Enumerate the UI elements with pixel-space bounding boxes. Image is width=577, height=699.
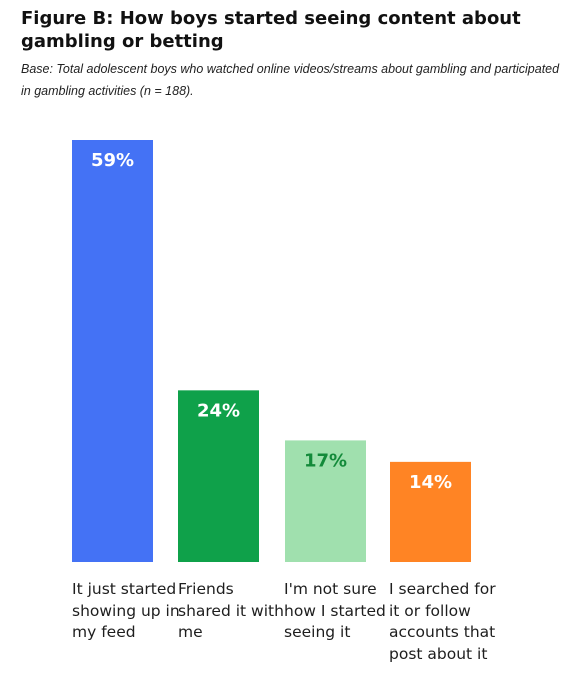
- bar-value-label-0: 59%: [91, 150, 134, 171]
- bar-value-label-1: 24%: [197, 400, 240, 421]
- bar-2: [285, 440, 366, 562]
- bar-1: [178, 390, 259, 562]
- bar-0: [72, 140, 153, 562]
- chart-title: Figure B: How boys started seeing conten…: [21, 8, 521, 52]
- category-label-0: It just started showing up in my feed: [72, 580, 180, 641]
- bar-value-label-3: 14%: [409, 472, 452, 493]
- bar-3: [390, 461, 471, 562]
- bar-value-label-2: 17%: [304, 450, 347, 471]
- category-label-2: I'm not sure how I started seeing it: [284, 580, 386, 641]
- category-label-1: Friends shared it with me: [178, 580, 284, 641]
- category-label-3: I searched for it or follow accounts tha…: [389, 580, 496, 663]
- chart-base-note: Base: Total adolescent boys who watched …: [21, 62, 560, 98]
